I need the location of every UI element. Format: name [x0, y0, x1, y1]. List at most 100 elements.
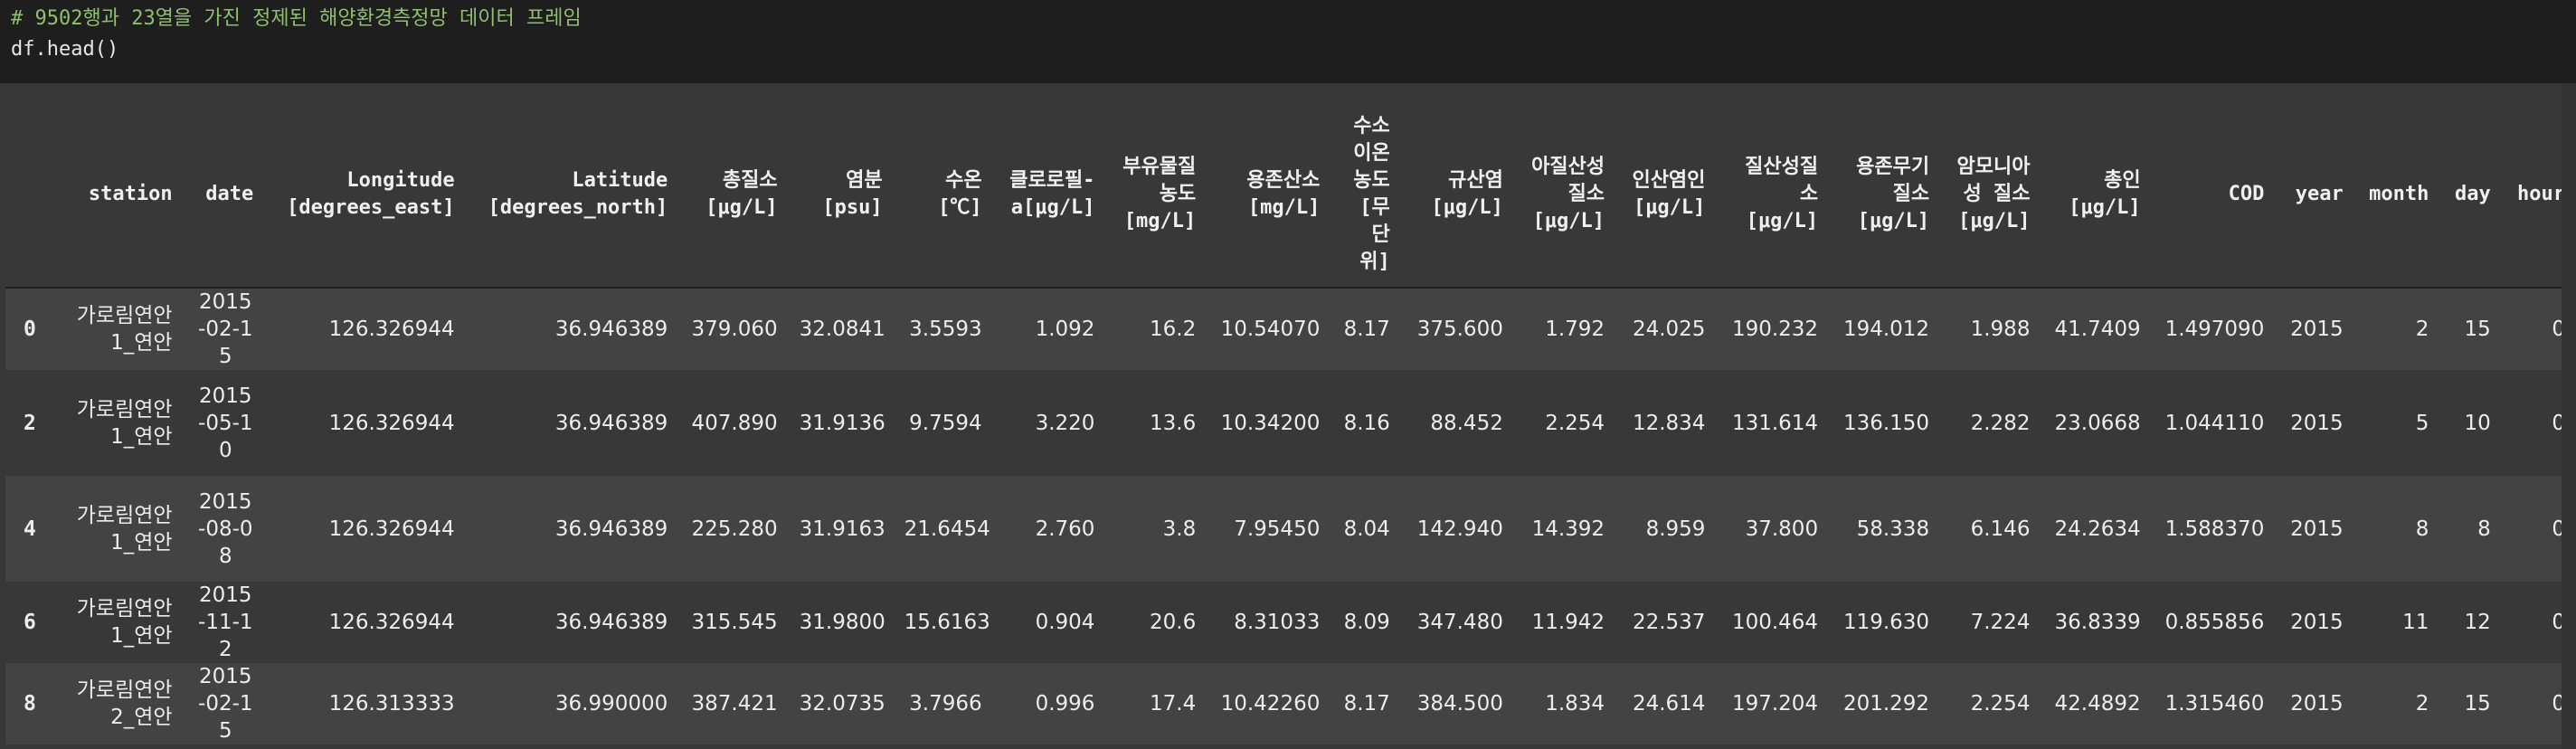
column-header: 염분 [psu]	[788, 101, 894, 289]
column-header: 부유물질 농도 [mg/L]	[1105, 101, 1208, 289]
table-row: 8 가로림연안2_연안 2015-02-15 126.313333 36.990000 3…	[5, 663, 2576, 744]
table-cell: 21.6454	[893, 476, 993, 582]
table-cell: 2015	[2275, 476, 2354, 582]
table-cell: 126.326944	[264, 288, 466, 370]
column-header: 질산성질 소 [μg/L]	[1716, 101, 1830, 289]
table-cell: 387.421	[678, 663, 789, 744]
table-cell: 16.2	[1105, 288, 1208, 370]
table-cell: 6.146	[1940, 476, 2041, 582]
table-cell: 14.392	[1513, 476, 1616, 582]
table-cell: 384.500	[1400, 663, 1514, 744]
dataframe-table: station date Longitude [degrees_east] Latit…	[5, 101, 2576, 744]
table-cell: 375.600	[1400, 288, 1514, 370]
table-cell: 347.480	[1400, 582, 1514, 663]
table-cell: 2015-02-15	[183, 288, 265, 370]
table-row: 0 가로림연안1_연안 2015-02-15 126.326944 36.946389 3…	[5, 288, 2576, 370]
table-cell: 190.232	[1716, 288, 1830, 370]
table-cell: 32.0841	[788, 288, 894, 370]
table-cell: 2	[2353, 663, 2440, 744]
table-cell: 24.2634	[2041, 476, 2152, 582]
table-cell: 1.792	[1513, 288, 1616, 370]
row-index: 0	[5, 288, 53, 370]
table-cell: 7.95450	[1207, 476, 1331, 582]
row-index: 4	[5, 476, 53, 582]
table-cell: 가로림연안2_연안	[52, 663, 184, 744]
column-header: 인산염인 [μg/L]	[1615, 101, 1717, 289]
table-cell: 41.7409	[2041, 288, 2152, 370]
table-cell: 379.060	[678, 288, 789, 370]
column-header: station	[52, 101, 184, 289]
table-cell: 315.545	[678, 582, 789, 663]
table-cell: 2015	[2275, 288, 2354, 370]
table-cell: 126.326944	[264, 370, 466, 476]
table-cell: 194.012	[1829, 288, 1941, 370]
column-header: 총인 [μg/L]	[2041, 101, 2152, 289]
column-header: 용존무기 질소 [μg/L]	[1829, 101, 1941, 289]
table-cell: 2.760	[992, 476, 1106, 582]
table-cell: 2015-02-15	[183, 663, 265, 744]
table-cell: 1.497090	[2151, 288, 2276, 370]
table-cell: 2015	[2275, 663, 2354, 744]
table-cell: 8.04	[1331, 476, 1401, 582]
table-cell: 2015-05-10	[183, 370, 265, 476]
table-cell: 10.34200	[1207, 370, 1331, 476]
column-header: month	[2353, 101, 2440, 289]
table-cell: 131.614	[1716, 370, 1830, 476]
table-cell: 197.204	[1716, 663, 1830, 744]
column-header: COD	[2151, 101, 2276, 289]
table-cell: 0.855856	[2151, 582, 2276, 663]
column-header: 아질산성 질소 [μg/L]	[1513, 101, 1616, 289]
table-cell: 32.0735	[788, 663, 894, 744]
table-cell: 0.996	[992, 663, 1106, 744]
table-cell: 15	[2439, 663, 2502, 744]
table-cell: 126.326944	[264, 476, 466, 582]
table-cell: 10	[2439, 370, 2502, 476]
vertical-scrollbar[interactable]	[2562, 83, 2576, 749]
code-cell[interactable]: # 9502행과 23열을 가진 정제된 해양환경측정망 데이터 프레임 df.…	[0, 0, 2576, 83]
table-cell: 11	[2353, 582, 2440, 663]
table-cell: 1.092	[992, 288, 1106, 370]
table-cell: 8.959	[1615, 476, 1717, 582]
table-cell: 15.6163	[893, 582, 993, 663]
table-cell: 3.7966	[893, 663, 993, 744]
table-cell: 31.9800	[788, 582, 894, 663]
table-cell: 1.588370	[2151, 476, 2276, 582]
table-cell: 8	[2439, 476, 2502, 582]
table-cell: 119.630	[1829, 582, 1941, 663]
table-cell: 1.988	[1940, 288, 2041, 370]
table-cell: 12.834	[1615, 370, 1717, 476]
table-cell: 24.025	[1615, 288, 1717, 370]
table-cell: 8	[2353, 476, 2440, 582]
table-cell: 2	[2353, 288, 2440, 370]
table-cell: 3.8	[1105, 476, 1208, 582]
table-cell: 58.338	[1829, 476, 1941, 582]
row-index: 6	[5, 582, 53, 663]
column-header: 규산염 [μg/L]	[1400, 101, 1514, 289]
column-header: 암모니아 성 질소 [μg/L]	[1940, 101, 2041, 289]
table-cell: 100.464	[1716, 582, 1830, 663]
row-index: 8	[5, 663, 53, 744]
table-cell: 2.254	[1940, 663, 2041, 744]
table-cell: 가로림연안1_연안	[52, 476, 184, 582]
table-cell: 1.315460	[2151, 663, 2276, 744]
table-cell: 8.17	[1331, 288, 1401, 370]
column-header: 용존산소 [mg/L]	[1207, 101, 1331, 289]
table-cell: 가로림연안1_연안	[52, 370, 184, 476]
column-header: 클로로필-a[μg/L]	[992, 101, 1106, 289]
table-cell: 2015	[2275, 370, 2354, 476]
code-comment: # 9502행과 23열을 가진 정제된 해양환경측정망 데이터 프레임	[11, 7, 582, 30]
column-header: year	[2275, 101, 2354, 289]
table-cell: 88.452	[1400, 370, 1514, 476]
column-header: day	[2439, 101, 2502, 289]
table-cell: 407.890	[678, 370, 789, 476]
table-cell: 10.42260	[1207, 663, 1331, 744]
table-cell: 36.946389	[465, 476, 679, 582]
column-header: 수온 [℃]	[893, 101, 993, 289]
index-header	[5, 101, 53, 289]
table-cell: 3.5593	[893, 288, 993, 370]
table-cell: 22.537	[1615, 582, 1717, 663]
table-cell: 20.6	[1105, 582, 1208, 663]
table-cell: 2015-08-08	[183, 476, 265, 582]
cell-output: station date Longitude [degrees_east] Latit…	[0, 83, 2576, 749]
